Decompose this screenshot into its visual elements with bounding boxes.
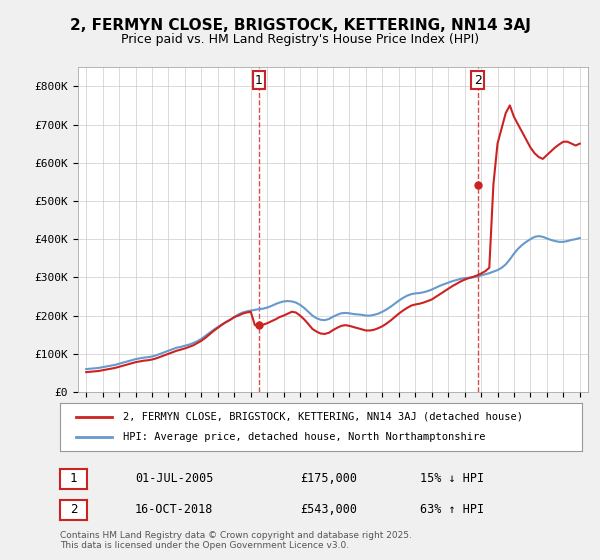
Text: Contains HM Land Registry data © Crown copyright and database right 2025.
This d: Contains HM Land Registry data © Crown c… [60,531,412,550]
Text: 2, FERMYN CLOSE, BRIGSTOCK, KETTERING, NN14 3AJ (detached house): 2, FERMYN CLOSE, BRIGSTOCK, KETTERING, N… [122,412,523,422]
Text: 15% ↓ HPI: 15% ↓ HPI [420,472,484,486]
Text: 63% ↑ HPI: 63% ↑ HPI [420,503,484,516]
Text: 16-OCT-2018: 16-OCT-2018 [135,503,214,516]
Text: 2: 2 [473,74,482,87]
Text: £175,000: £175,000 [300,472,357,486]
Text: £543,000: £543,000 [300,503,357,516]
Text: 1: 1 [255,74,263,87]
Text: 1: 1 [70,472,77,486]
Text: Price paid vs. HM Land Registry's House Price Index (HPI): Price paid vs. HM Land Registry's House … [121,32,479,46]
Text: 2: 2 [70,503,77,516]
Text: 2, FERMYN CLOSE, BRIGSTOCK, KETTERING, NN14 3AJ: 2, FERMYN CLOSE, BRIGSTOCK, KETTERING, N… [70,18,530,32]
Text: HPI: Average price, detached house, North Northamptonshire: HPI: Average price, detached house, Nort… [122,432,485,442]
Text: 01-JUL-2005: 01-JUL-2005 [135,472,214,486]
